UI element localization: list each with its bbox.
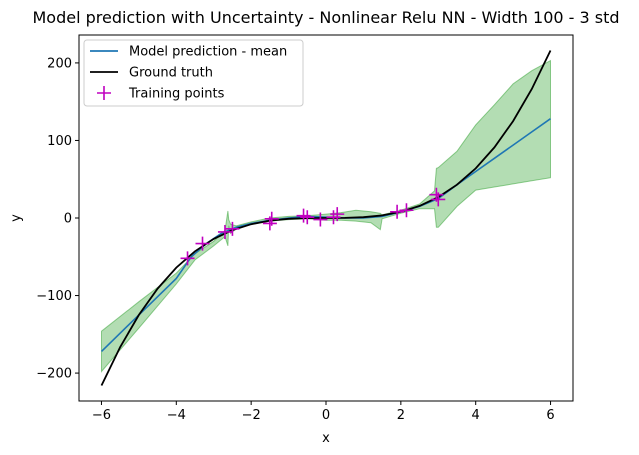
legend-label: Model prediction - mean <box>129 45 287 60</box>
legend: Model prediction - mean Ground truth Train… <box>83 39 304 107</box>
training-point <box>296 208 311 223</box>
x-axis-label: x <box>322 431 330 446</box>
training-point <box>180 251 195 266</box>
training-point <box>390 204 405 219</box>
chart-title: Model prediction with Uncertainty - Nonl… <box>32 8 619 27</box>
x-tick-label: −6 <box>92 408 111 423</box>
y-tick-label: 200 <box>47 56 72 71</box>
legend-item-points: Training points <box>97 86 225 102</box>
training-point <box>264 211 279 226</box>
training-point <box>217 224 232 239</box>
training-point <box>195 236 210 251</box>
plot-area <box>100 50 552 386</box>
x-tick-label: −4 <box>167 408 186 423</box>
legend-item-mean: Model prediction - mean <box>90 45 287 60</box>
training-point <box>399 203 414 218</box>
legend-item-truth: Ground truth <box>90 66 213 81</box>
y-axis: −200 −100 0 100 200 <box>36 56 79 382</box>
y-tick-label: −100 <box>36 289 72 304</box>
y-tick-label: 0 <box>64 212 72 227</box>
series-truth-line <box>100 50 552 386</box>
training-point <box>330 207 345 222</box>
training-point <box>225 221 240 236</box>
x-tick-label: −2 <box>242 408 261 423</box>
training-point <box>300 210 315 225</box>
y-tick-label: 100 <box>47 134 72 149</box>
legend-swatch <box>97 86 111 100</box>
legend-box <box>83 39 304 107</box>
legend-label: Ground truth <box>129 66 213 81</box>
legend-label: Training points <box>128 87 225 102</box>
y-tick-label: −200 <box>36 367 72 382</box>
training-point <box>431 192 446 207</box>
uncertainty-band <box>101 59 551 373</box>
x-axis: −6 −4 −2 0 2 4 6 <box>92 401 555 423</box>
x-tick-label: 2 <box>397 408 405 423</box>
training-point <box>313 212 328 227</box>
x-tick-label: 4 <box>472 408 480 423</box>
y-axis-label: y <box>9 214 24 222</box>
training-point <box>326 210 341 225</box>
x-tick-label: 0 <box>322 408 330 423</box>
x-tick-label: 6 <box>546 408 554 423</box>
